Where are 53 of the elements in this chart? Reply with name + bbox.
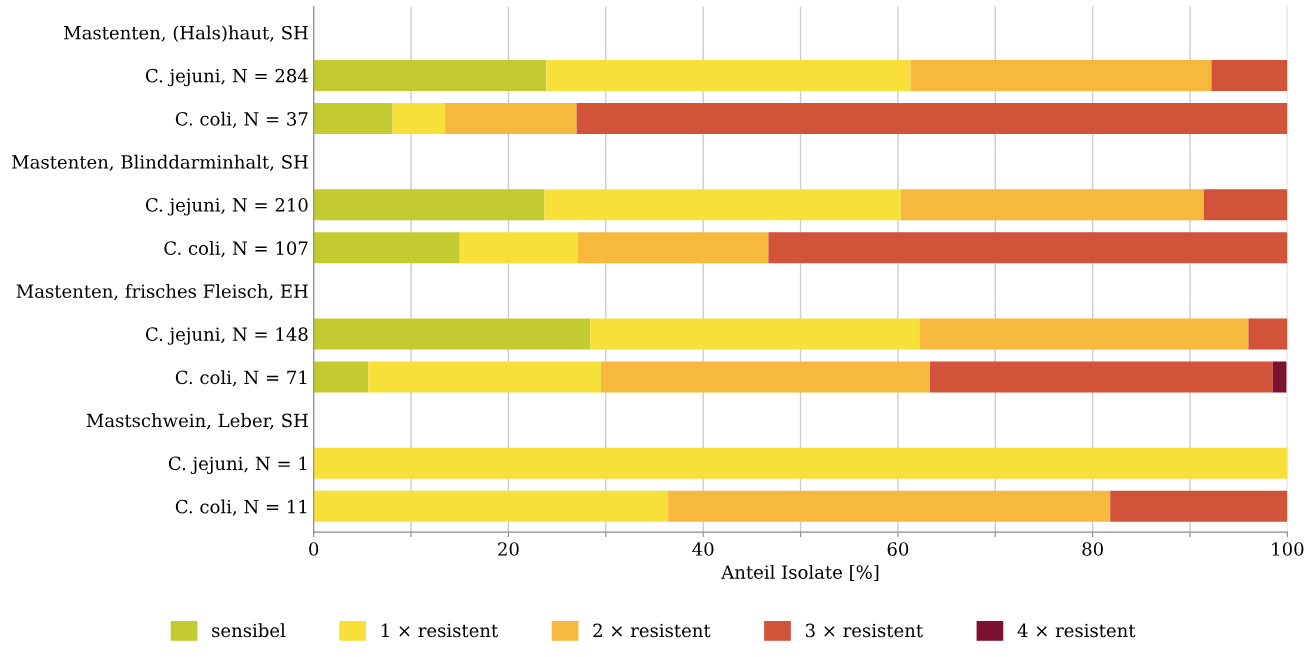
bar xyxy=(600,361,931,393)
bar xyxy=(313,490,669,522)
bar xyxy=(459,232,578,264)
bar xyxy=(313,447,1288,479)
legend-label: 3 × resistent xyxy=(805,623,923,638)
y-tick-label: C. coli, N = 11 xyxy=(175,499,307,516)
bar xyxy=(544,189,901,221)
bar xyxy=(577,232,769,264)
x-tick-label: 40 xyxy=(692,542,714,556)
bar xyxy=(930,361,1273,393)
bar xyxy=(313,189,545,221)
y-tick-label: C. coli, N = 37 xyxy=(175,111,308,128)
legend-label: 2 × resistent xyxy=(593,623,711,638)
x-tick-label: 0 xyxy=(309,542,319,556)
bar xyxy=(313,103,393,135)
bar xyxy=(900,189,1204,221)
bar xyxy=(313,361,369,393)
bar xyxy=(313,232,460,264)
y-tick-label: C. jejuni, N = 210 xyxy=(145,198,308,216)
bar xyxy=(590,318,920,350)
bar xyxy=(546,59,911,92)
bar xyxy=(1248,318,1288,350)
y-tick-label: Mastenten, frisches Fleisch, EH xyxy=(16,284,308,301)
bar xyxy=(668,490,1111,522)
bar xyxy=(1272,361,1287,393)
bar xyxy=(1110,490,1288,522)
bar xyxy=(910,59,1212,92)
legend-label: 4 × resistent xyxy=(1017,623,1136,638)
x-tick-label: 20 xyxy=(498,542,519,556)
y-tick-label: Mastschwein, Leber, SH xyxy=(86,413,308,430)
y-tick-label: C. jejuni, N = 148 xyxy=(145,327,308,345)
x-tick-label: 100 xyxy=(1272,542,1304,556)
y-tick-label: Mastenten, (Hals)haut, SH xyxy=(64,25,308,43)
bar xyxy=(1203,189,1288,221)
bar xyxy=(445,103,577,135)
y-tick-label: C. jejuni, N = 1 xyxy=(168,456,307,474)
bar xyxy=(919,318,1249,350)
bar xyxy=(1211,59,1288,92)
bar xyxy=(576,103,1288,135)
bar xyxy=(768,232,1288,264)
y-tick-label: C. coli, N = 71 xyxy=(175,370,307,387)
bar xyxy=(313,318,591,350)
legend-label: sensibel xyxy=(212,623,286,638)
y-tick-label: C. jejuni, N = 284 xyxy=(145,68,308,87)
bar xyxy=(313,59,547,92)
x-tick-label: 80 xyxy=(1082,542,1103,556)
bar xyxy=(368,361,601,393)
y-tick-label: C. coli, N = 107 xyxy=(164,240,308,258)
legend-label: 1 × resistent xyxy=(381,623,499,638)
bar xyxy=(392,103,446,135)
x-tick-label: 60 xyxy=(887,542,909,556)
x-axis-title: Anteil Isolate [%] xyxy=(721,564,879,582)
y-tick-label: Mastenten, Blinddarminhalt, SH xyxy=(12,154,308,171)
